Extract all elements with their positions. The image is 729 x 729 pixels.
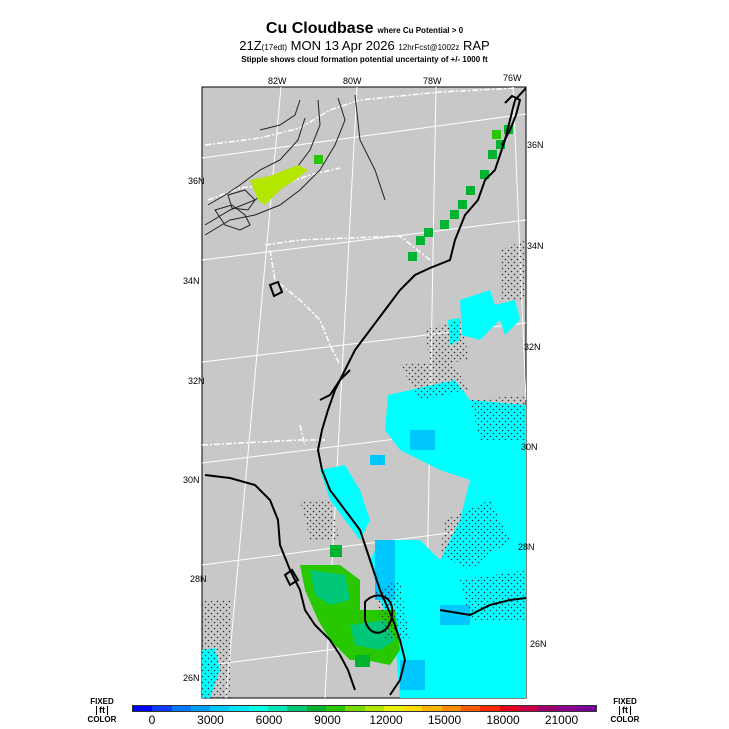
state-borders bbox=[202, 87, 516, 446]
lat-label-left-30n: 30N bbox=[183, 475, 200, 485]
product-title: Cu Cloudbase bbox=[265, 20, 374, 37]
legend-swatch bbox=[306, 706, 326, 711]
legend-tick-label: 21000 bbox=[544, 713, 579, 727]
lat-label-left-34n: 34N bbox=[183, 276, 200, 286]
legend-right-unit: ft bbox=[619, 706, 631, 715]
lat-label-right-32n: 32N bbox=[524, 342, 541, 352]
legend-swatch bbox=[345, 706, 365, 711]
legend-tick-label: 18000 bbox=[486, 713, 520, 727]
legend-swatch bbox=[325, 706, 346, 711]
legend-right-label: FIXED ft COLOR bbox=[605, 697, 645, 724]
valid-time: 21Z bbox=[239, 38, 262, 53]
legend-left-unit: ft bbox=[96, 706, 108, 715]
model-name: RAP bbox=[463, 38, 490, 53]
lat-label-right-34n: 34N bbox=[527, 241, 544, 251]
legend-swatch bbox=[287, 706, 307, 711]
legend-color-bar bbox=[132, 705, 597, 712]
legend-left-fixed: FIXED bbox=[90, 697, 114, 706]
lat-label-right-26n: 26N bbox=[530, 639, 547, 649]
title-row: Cu Cloudbase where Cu Potential > 0 bbox=[0, 20, 729, 38]
lon-label-78w: 78W bbox=[423, 76, 442, 86]
legend-left-label: FIXED ft COLOR bbox=[82, 697, 122, 724]
lat-label-left-36n: 36N bbox=[188, 176, 205, 186]
lat-label-right-28n: 28N bbox=[518, 542, 535, 552]
lon-label-82w: 82W bbox=[268, 76, 287, 86]
legend-tick-label: 6000 bbox=[255, 713, 283, 727]
legend-tick-label: 9000 bbox=[314, 713, 341, 727]
legend-swatch bbox=[268, 706, 288, 711]
legend-swatch bbox=[248, 706, 269, 711]
legend-tick-label: 0 bbox=[148, 713, 156, 727]
local-time: (17edt) bbox=[261, 43, 288, 52]
legend-swatch bbox=[210, 706, 230, 711]
lat-label-left-28n: 28N bbox=[190, 574, 207, 584]
valid-time-row: 21Z(17edt) MON 13 Apr 2026 12hrFcst@1002… bbox=[0, 38, 729, 53]
legend-right-color: COLOR bbox=[610, 715, 640, 724]
stipple bbox=[202, 240, 526, 698]
legend-left-color: COLOR bbox=[87, 715, 117, 724]
forecast-date: MON 13 Apr 2026 bbox=[290, 38, 395, 53]
legend-swatch bbox=[171, 706, 191, 711]
legend-swatch bbox=[422, 706, 442, 711]
legend-swatch bbox=[441, 706, 462, 711]
legend-swatch bbox=[152, 706, 172, 711]
legend-swatch bbox=[576, 706, 597, 711]
legend-swatch bbox=[133, 706, 153, 711]
product-qualifier: where Cu Potential > 0 bbox=[377, 26, 464, 35]
lat-label-left-26n: 26N bbox=[183, 673, 200, 683]
terrain-contours bbox=[204, 94, 386, 236]
lon-label-76w: 76W bbox=[503, 73, 522, 83]
legend-tick-label: 15000 bbox=[427, 713, 462, 727]
lat-label-left-32n: 32N bbox=[188, 376, 205, 386]
legend-swatch bbox=[538, 706, 558, 711]
lon-label-80w: 80W bbox=[343, 76, 362, 86]
forecast-hour: 12hrFcst@1002z bbox=[398, 43, 460, 52]
legend-right-fixed: FIXED bbox=[613, 697, 637, 706]
legend-swatch bbox=[461, 706, 481, 711]
legend-tick-label: 3000 bbox=[197, 713, 224, 727]
legend-swatch bbox=[518, 706, 539, 711]
lat-label-right-36n: 36N bbox=[527, 140, 544, 150]
legend-swatch bbox=[480, 706, 500, 711]
legend-swatch bbox=[557, 706, 577, 711]
legend-swatch bbox=[383, 706, 404, 711]
legend-tick-label: 12000 bbox=[369, 713, 403, 727]
legend-swatch bbox=[403, 706, 423, 711]
lat-label-right-30n: 30N bbox=[521, 442, 538, 452]
coastline bbox=[204, 87, 526, 696]
legend-swatch bbox=[229, 706, 249, 711]
legend-swatch bbox=[364, 706, 384, 711]
legend-swatch bbox=[499, 706, 519, 711]
stipple-note: Stipple shows cloud formation potential … bbox=[241, 55, 488, 64]
legend-swatch bbox=[190, 706, 211, 711]
